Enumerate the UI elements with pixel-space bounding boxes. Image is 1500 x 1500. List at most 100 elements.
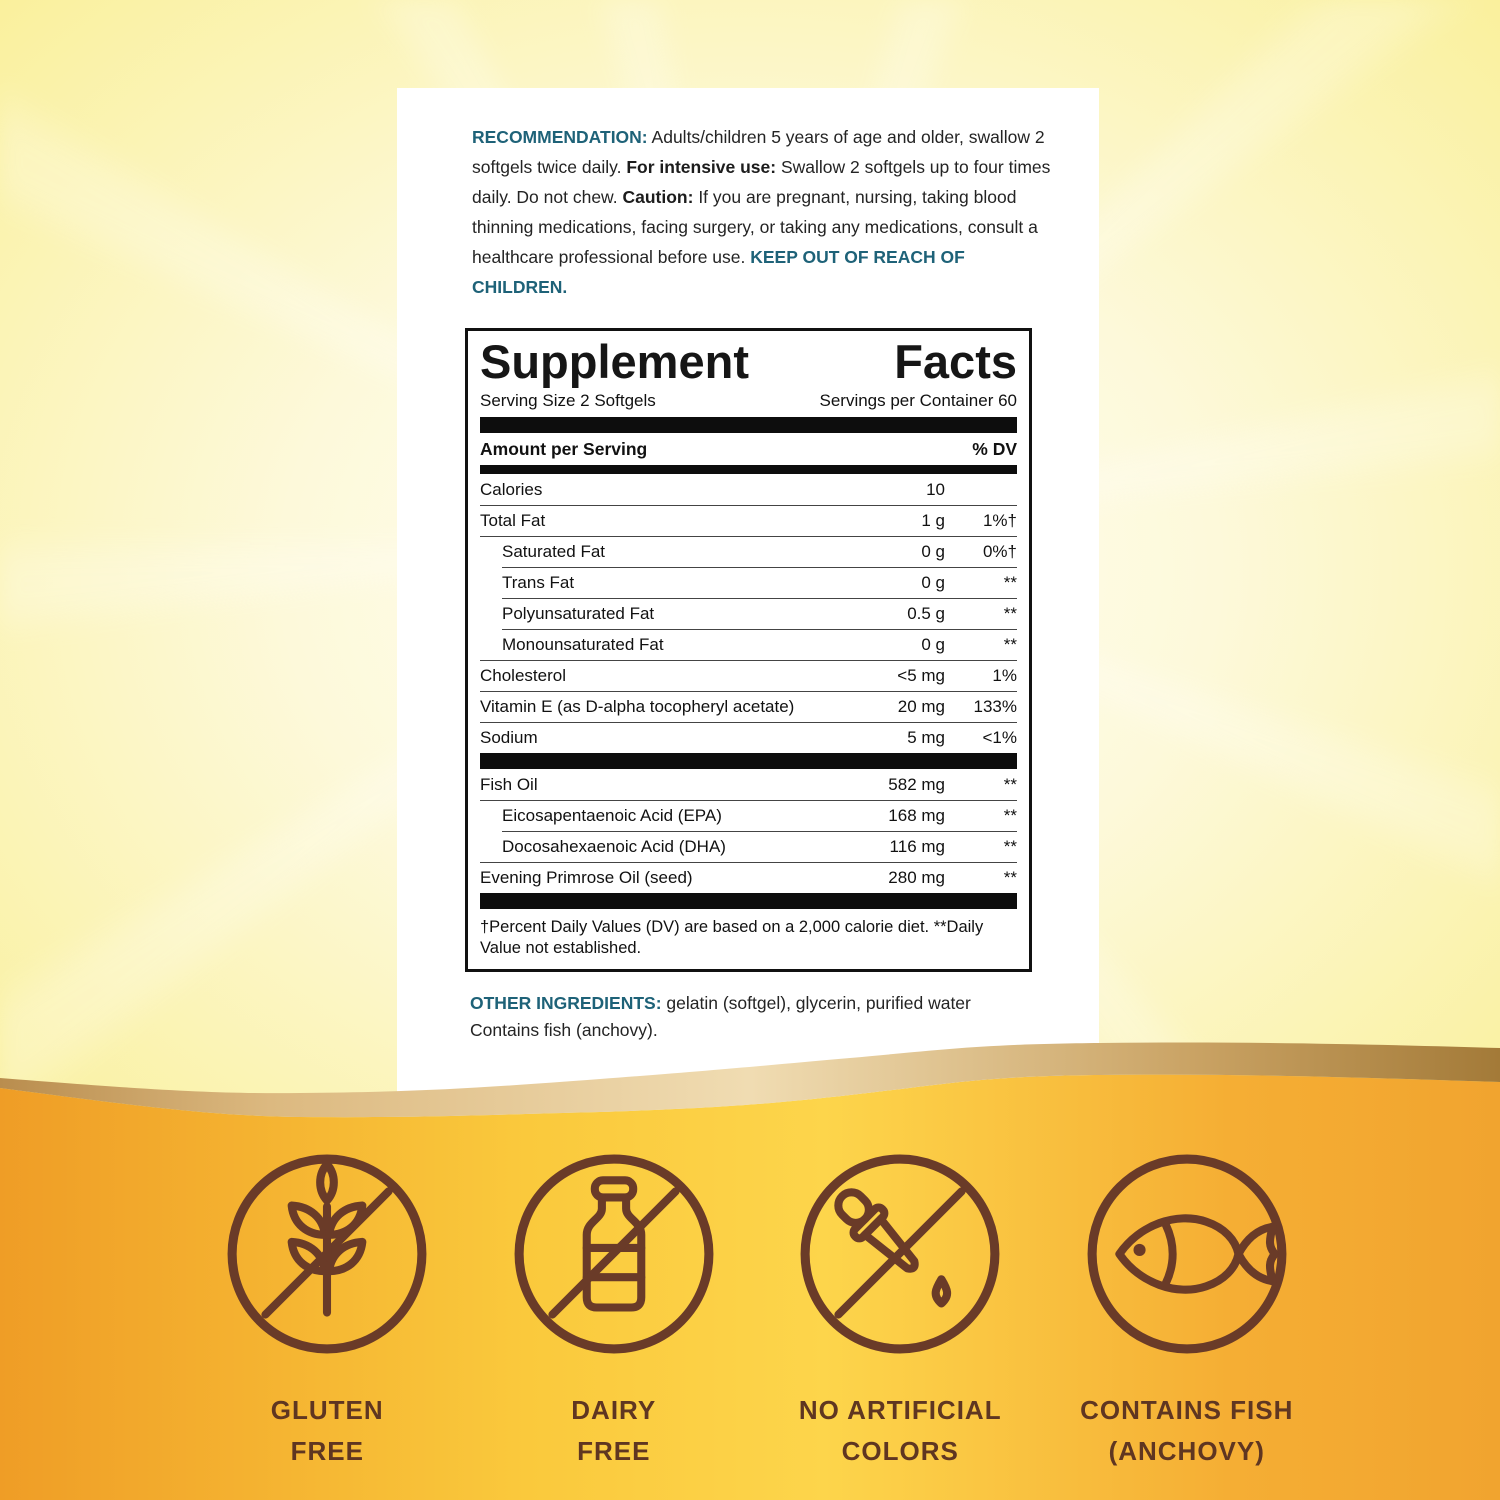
other-ingredients-list: gelatin (softgel), glycerin, purified wa… (666, 993, 971, 1013)
label-panel: RECOMMENDATION: Adults/children 5 years … (397, 88, 1099, 1100)
nutrient-daily-value: 1% (992, 665, 1017, 685)
separator-bar (480, 465, 1017, 474)
badge-label-line1: CONTAINS FISH (1080, 1395, 1294, 1425)
nutrient-daily-value: 133% (973, 696, 1017, 716)
badge-gluten-free: GLUTEN FREE (221, 1148, 433, 1472)
daily-value-footnote: †Percent Daily Values (DV) are based on … (480, 918, 984, 957)
badge-label-line1: NO ARTIFICIAL (798, 1395, 1002, 1425)
nutrient-amount: 168 mg (888, 805, 945, 825)
nutrient-name: Docosahexaenoic Acid (DHA) (502, 836, 726, 856)
facts-row: Sodium 5 mg <1% (480, 722, 1017, 753)
nutrient-amount: 5 mg (907, 727, 945, 747)
nutrient-amount: 10 (926, 479, 945, 499)
nutrient-name: Polyunsaturated Fat (502, 603, 655, 623)
nutrient-amount: 0 g (921, 572, 945, 592)
tan-ribbon (0, 1042, 1500, 1118)
nutrient-name: Evening Primrose Oil (seed) (480, 867, 693, 887)
facts-row: Saturated Fat 0 g 0%† (480, 536, 1017, 567)
separator-bar (480, 753, 1017, 769)
facts-row: Cholesterol <5 mg 1% (480, 660, 1017, 691)
servings-per-container: Servings per Container 60 (819, 391, 1017, 410)
nutrient-name: Eicosapentaenoic Acid (EPA) (502, 805, 722, 825)
nutrient-name: Calories (480, 479, 543, 499)
facts-row: Calories 10 (480, 474, 1017, 505)
badge-label: GLUTEN FREE (271, 1390, 384, 1472)
amount-per-serving-header: Amount per Serving (480, 439, 648, 459)
nutrient-name: Fish Oil (480, 774, 538, 794)
badge-label: DAIRY FREE (571, 1390, 656, 1472)
facts-row: Fish Oil 582 mg ** (480, 769, 1017, 800)
keep-out-of-reach-text: KEEP OUT OF REACH OF CHILDREN. (472, 247, 965, 297)
recommendation-part2: Swallow 2 softgels up to four times dail… (472, 157, 1051, 207)
nutrient-daily-value: ** (1003, 867, 1017, 887)
badge-label-line2: COLORS (841, 1436, 959, 1466)
facts-row: Polyunsaturated Fat 0.5 g ** (480, 598, 1017, 629)
nutrient-name: Saturated Fat (502, 541, 606, 561)
nutrient-amount: 0 g (921, 541, 945, 561)
nutrient-amount: 582 mg (888, 774, 945, 794)
contains-fish-note: Contains fish (anchovy). (470, 1020, 658, 1040)
facts-row: Eicosapentaenoic Acid (EPA) 168 mg ** (480, 800, 1017, 831)
recommendation-heading: RECOMMENDATION: (472, 127, 648, 147)
separator-bar (480, 893, 1017, 909)
nutrient-daily-value: 1%† (982, 510, 1017, 530)
badge-label: CONTAINS FISH (ANCHOVY) (1080, 1390, 1293, 1472)
nutrient-amount: 0.5 g (907, 603, 945, 623)
nutrient-name: Sodium (480, 727, 538, 747)
badge-label-line2: FREE (290, 1436, 364, 1466)
nutrient-daily-value: ** (1003, 634, 1017, 654)
recommendation-part3: If you are pregnant, nursing, taking blo… (472, 187, 1038, 267)
nutrient-daily-value: ** (1003, 836, 1017, 856)
nutrient-daily-value: 0%† (982, 541, 1017, 561)
nutrient-name: Vitamin E (as D-alpha tocopheryl acetate… (480, 696, 795, 716)
nutrient-amount: 280 mg (888, 867, 945, 887)
nutrient-amount: 1 g (921, 510, 945, 530)
supplement-facts-title: Supplement Facts (480, 335, 1017, 388)
serving-row: Serving Size 2 Softgels Servings per Con… (480, 391, 1017, 417)
nutrient-amount: 0 g (921, 634, 945, 654)
nutrient-amount: 20 mg (897, 696, 945, 716)
percent-dv-header: % DV (972, 439, 1017, 459)
supplement-facts-panel: Supplement Facts Serving Size 2 Softgels… (465, 328, 1032, 972)
dropper-crossed-icon (800, 1154, 1000, 1354)
nutrient-name: Monounsaturated Fat (502, 634, 664, 654)
facts-row: Evening Primrose Oil (seed) 280 mg ** (480, 862, 1017, 893)
nutrient-amount: 116 mg (889, 836, 945, 856)
badge-dairy-free: DAIRY FREE (508, 1148, 720, 1472)
recommendation-part1: Adults/children 5 years of age and older… (472, 127, 1045, 177)
nutrient-daily-value: ** (1003, 805, 1017, 825)
badge-contains-fish: CONTAINS FISH (ANCHOVY) (1080, 1148, 1293, 1472)
amount-header-row: Amount per Serving % DV (480, 433, 1017, 465)
milk-bottle-crossed-icon (514, 1154, 714, 1354)
nutrient-name: Trans Fat (502, 572, 575, 592)
badge-label-line2: FREE (577, 1436, 651, 1466)
facts-row: Trans Fat 0 g ** (480, 567, 1017, 598)
fish-icon (1087, 1154, 1287, 1354)
badge-label-line2: (ANCHOVY) (1108, 1436, 1265, 1466)
facts-row: Docosahexaenoic Acid (DHA) 116 mg ** (480, 831, 1017, 862)
facts-row: Monounsaturated Fat 0 g ** (480, 629, 1017, 660)
other-ingredients-text: OTHER INGREDIENTS: gelatin (softgel), gl… (470, 990, 1035, 1044)
nutrient-daily-value: ** (1003, 572, 1017, 592)
caution-label: Caution: (622, 187, 694, 207)
badge-label: NO ARTIFICIAL COLORS (799, 1390, 1002, 1472)
nutrient-name: Cholesterol (480, 665, 566, 685)
facts-row: Vitamin E (as D-alpha tocopheryl acetate… (480, 691, 1017, 722)
intensive-use-label: For intensive use: (626, 157, 777, 177)
nutrient-name: Total Fat (480, 510, 546, 530)
serving-size: Serving Size 2 Softgels (480, 391, 656, 410)
wheat-crossed-icon (227, 1154, 427, 1354)
badge-no-artificial-colors: NO ARTIFICIAL COLORS (794, 1148, 1006, 1472)
nutrient-daily-value: ** (1003, 774, 1017, 794)
recommendation-text: RECOMMENDATION: Adults/children 5 years … (472, 122, 1052, 302)
nutrient-amount: <5 mg (897, 665, 945, 685)
badge-label-line1: DAIRY (571, 1395, 657, 1425)
badges-row: GLUTEN FREE DAIRY FREE (184, 1148, 1330, 1472)
badge-label-line1: GLUTEN (270, 1395, 384, 1425)
other-ingredients-heading: OTHER INGREDIENTS: (470, 993, 662, 1013)
separator-bar (480, 417, 1017, 433)
nutrient-daily-value: <1% (982, 727, 1018, 747)
facts-rows: Calories 10 Total Fat 1 g 1%† Saturated Fat 0 … (480, 474, 1017, 909)
facts-row: Total Fat 1 g 1%† (480, 505, 1017, 536)
